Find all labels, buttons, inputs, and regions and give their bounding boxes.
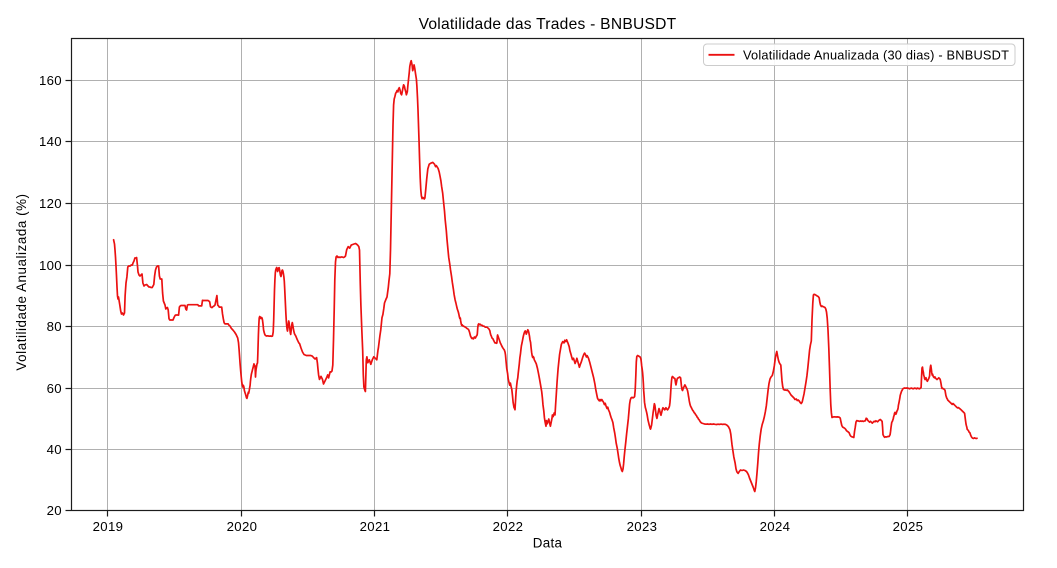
svg-text:2023: 2023	[627, 519, 658, 534]
svg-text:Volatilidade das Trades - BNBU: Volatilidade das Trades - BNBUSDT	[419, 16, 677, 33]
svg-text:160: 160	[39, 73, 62, 88]
svg-text:120: 120	[39, 196, 62, 211]
svg-text:2019: 2019	[93, 519, 124, 534]
svg-text:Volatilidade Anualizada (30 di: Volatilidade Anualizada (30 dias) - BNBU…	[743, 47, 1009, 62]
svg-text:2024: 2024	[760, 519, 791, 534]
svg-text:2021: 2021	[360, 519, 391, 534]
svg-text:2022: 2022	[493, 519, 524, 534]
svg-text:Data: Data	[533, 536, 563, 551]
svg-text:2025: 2025	[893, 519, 924, 534]
svg-text:100: 100	[39, 258, 62, 273]
svg-text:140: 140	[39, 134, 62, 149]
svg-text:60: 60	[47, 381, 62, 396]
svg-text:20: 20	[47, 503, 62, 518]
svg-text:2020: 2020	[227, 519, 258, 534]
svg-text:40: 40	[47, 442, 62, 457]
svg-text:Volatilidade Anualizada (%): Volatilidade Anualizada (%)	[14, 193, 29, 370]
svg-text:80: 80	[47, 319, 62, 334]
